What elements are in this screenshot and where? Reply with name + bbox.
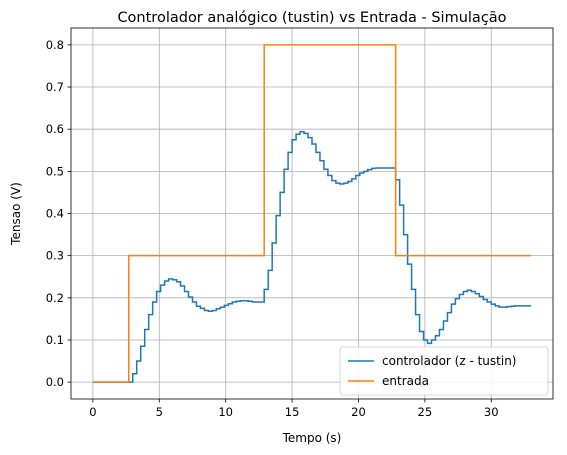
x-tick-label: 30 — [484, 405, 499, 419]
y-tick-label: 0.2 — [46, 291, 64, 305]
y-tick-label: 0.7 — [46, 80, 64, 94]
legend-box — [339, 346, 549, 396]
y-tick-label: 0.5 — [46, 164, 64, 178]
y-axis-title: Tensao (V) — [9, 182, 23, 246]
chart-title: Controlador analógico (tustin) vs Entrad… — [117, 10, 506, 26]
series-line-controlador — [92, 130, 532, 383]
series-group — [92, 44, 532, 383]
x-axis-title: Tempo (s) — [282, 431, 342, 445]
y-tick-label: 0.1 — [46, 333, 64, 347]
y-tick-label: 0.6 — [46, 122, 64, 136]
x-tick-label: 25 — [418, 405, 433, 419]
y-tick-label: 0.4 — [46, 207, 64, 221]
legend-label: entrada — [382, 374, 429, 388]
y-tick-label: 0.8 — [46, 38, 64, 52]
x-tick-label: 15 — [285, 405, 300, 419]
y-tick-label: 0.0 — [46, 375, 64, 389]
legend: controlador (z - tustin) entrada — [339, 346, 549, 396]
x-tick-label: 10 — [218, 405, 233, 419]
legend-label: controlador (z - tustin) — [382, 354, 516, 368]
y-axis-ticks: 0.0 0.1 0.2 0.3 0.4 0.5 0.6 0.7 0.8 — [46, 38, 71, 389]
x-tick-label: 20 — [351, 405, 366, 419]
y-tick-label: 0.3 — [46, 249, 64, 263]
x-tick-label: 0 — [89, 405, 96, 419]
x-axis-ticks: 0 5 10 15 20 25 30 — [89, 399, 499, 419]
grid — [71, 28, 553, 399]
x-tick-label: 5 — [156, 405, 163, 419]
series-line-entrada — [92, 44, 532, 383]
